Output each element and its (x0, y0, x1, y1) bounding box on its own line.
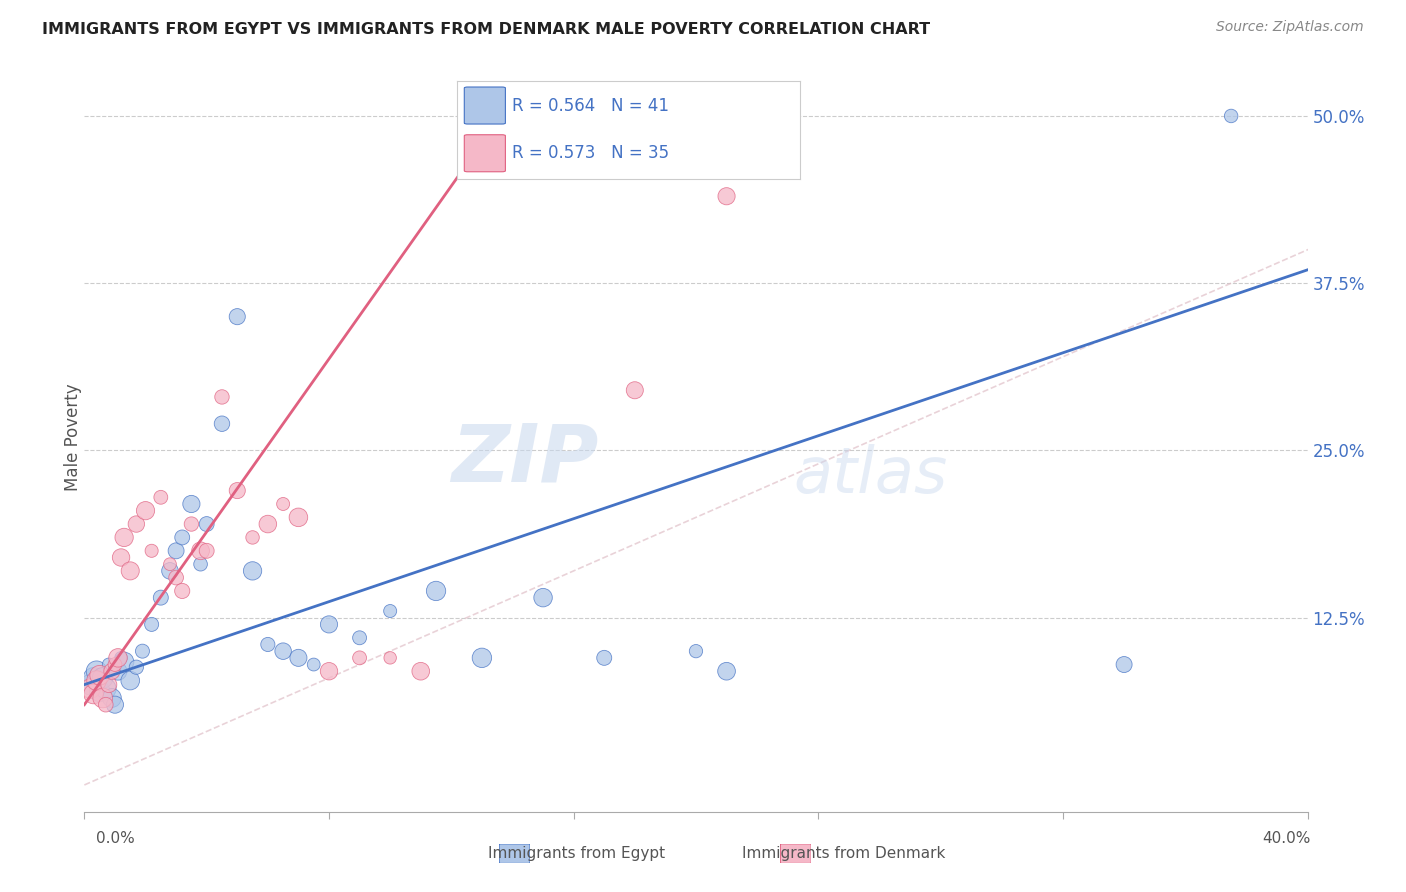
Point (79, 681, 101, 696)
Point (104, 698, 127, 712)
Text: 40.0%: 40.0% (1263, 831, 1310, 846)
Point (190, 544, 212, 558)
Point (159, 557, 181, 572)
Point (97, 657, 120, 672)
FancyBboxPatch shape (780, 844, 811, 863)
Point (242, 564, 264, 578)
Point (83, 687, 105, 701)
Point (380, 604, 402, 618)
Point (125, 517, 148, 532)
Point (318, 664, 340, 679)
Point (94, 681, 117, 696)
Text: atlas: atlas (794, 443, 948, 506)
Point (112, 530, 135, 544)
Point (89, 668, 111, 682)
Point (257, 637, 280, 651)
Point (97, 678, 120, 692)
Text: ZIP: ZIP (451, 420, 598, 499)
Point (107, 664, 129, 679)
Point (195, 544, 218, 558)
Point (149, 491, 172, 505)
Point (110, 550, 132, 565)
Text: 0.0%: 0.0% (96, 831, 135, 846)
Point (125, 660, 148, 674)
Point (149, 591, 172, 605)
Text: IMMIGRANTS FROM EGYPT VS IMMIGRANTS FROM DENMARK MALE POVERTY CORRELATION CHART: IMMIGRANTS FROM EGYPT VS IMMIGRANTS FROM… (42, 22, 931, 37)
Point (685, 644, 707, 658)
Point (101, 664, 124, 679)
Text: Source: ZipAtlas.com: Source: ZipAtlas.com (1216, 20, 1364, 34)
Point (135, 503, 157, 517)
Point (86, 673, 108, 688)
Point (180, 517, 202, 532)
Y-axis label: Male Poverty: Male Poverty (65, 384, 82, 491)
Point (141, 617, 163, 632)
Point (91, 671, 114, 685)
Point (425, 584, 447, 599)
Point (716, 664, 738, 679)
Point (131, 644, 153, 658)
Point (89, 684, 111, 698)
Point (172, 530, 194, 544)
Point (716, 189, 738, 203)
Point (349, 631, 371, 645)
Point (624, 384, 647, 398)
Point (380, 651, 402, 665)
Point (271, 644, 294, 658)
Point (349, 651, 371, 665)
Point (83, 671, 105, 685)
Point (165, 544, 187, 558)
Point (318, 617, 340, 632)
Point (257, 517, 280, 532)
FancyBboxPatch shape (499, 844, 530, 863)
Point (79, 678, 101, 692)
Point (101, 690, 124, 705)
Point (211, 390, 233, 404)
Point (531, 591, 554, 605)
Point (120, 564, 142, 578)
Point (226, 310, 249, 324)
Point (190, 557, 212, 572)
Point (120, 673, 142, 688)
Text: Immigrants from Denmark: Immigrants from Denmark (742, 847, 945, 861)
Point (141, 544, 163, 558)
Point (112, 655, 135, 669)
Point (242, 530, 264, 544)
Point (409, 664, 432, 679)
Point (94, 698, 117, 712)
Point (1114, 657, 1136, 672)
Point (471, 651, 494, 665)
Point (271, 497, 294, 511)
Point (86, 664, 108, 679)
Text: Immigrants from Egypt: Immigrants from Egypt (488, 847, 665, 861)
Point (1220, 109, 1243, 123)
Point (180, 497, 202, 511)
Point (91, 690, 114, 705)
Point (302, 657, 325, 672)
Point (287, 510, 309, 524)
Point (195, 517, 218, 532)
Point (165, 571, 187, 585)
Point (159, 564, 181, 578)
Point (593, 651, 616, 665)
Point (110, 651, 132, 665)
Point (104, 657, 127, 672)
Point (287, 651, 309, 665)
Point (107, 651, 129, 665)
Point (226, 483, 249, 498)
Point (211, 417, 233, 431)
Point (172, 584, 194, 599)
